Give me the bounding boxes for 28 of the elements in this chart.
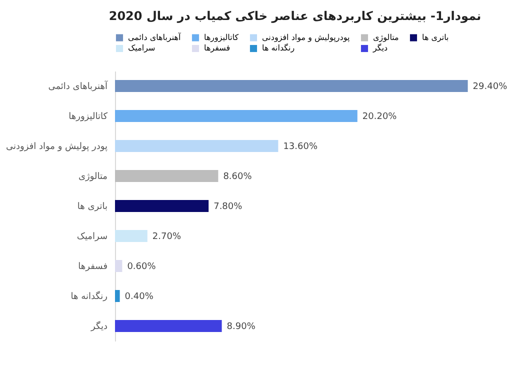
data-label: 20.20% bbox=[362, 112, 398, 122]
legend-label: سرامیک bbox=[128, 44, 156, 52]
legend-label: پودرپولیش و مواد افزودنی bbox=[262, 32, 350, 42]
data-label: 29.40% bbox=[472, 82, 508, 92]
y-tick-label: فسفرها bbox=[78, 262, 108, 272]
data-label: 2.70% bbox=[152, 232, 182, 242]
y-tick-label: کاتالیزورها bbox=[68, 112, 108, 122]
data-label: 7.80% bbox=[214, 202, 243, 212]
data-label: 8.90% bbox=[226, 322, 256, 332]
y-tick-label: پودر پولیش و مواد افزودنی bbox=[6, 142, 108, 152]
y-tick-label: آهنرباهای دائمی bbox=[48, 80, 108, 92]
legend-label: دیگر bbox=[372, 42, 388, 52]
legend-label: فسفرها bbox=[204, 44, 230, 52]
data-label: 8.60% bbox=[223, 172, 252, 182]
y-tick-label: رنگدانه ها bbox=[70, 290, 108, 302]
legend-label: باتری ها bbox=[422, 32, 449, 42]
data-label: 13.60% bbox=[283, 142, 318, 152]
data-label: 0.40% bbox=[124, 292, 154, 302]
legend-label: رنگدانه ها bbox=[262, 42, 295, 52]
data-label: 0.60% bbox=[127, 262, 156, 272]
y-tick-label: متالوژی bbox=[78, 172, 108, 182]
legend-label: آهنرباهای دائمی bbox=[128, 32, 182, 42]
legend-label: کاتالیزورها bbox=[204, 32, 239, 42]
chart-title: نمودار1- بیشترین کاربردهای عناصر خاکی کمیاب در سال 2020 bbox=[108, 9, 482, 23]
legend-label: متالوژی bbox=[373, 32, 399, 42]
y-tick-label: دیگر bbox=[90, 320, 108, 332]
y-tick-label: سرامیک bbox=[76, 232, 108, 242]
y-tick-label: باتری ها bbox=[77, 202, 108, 212]
